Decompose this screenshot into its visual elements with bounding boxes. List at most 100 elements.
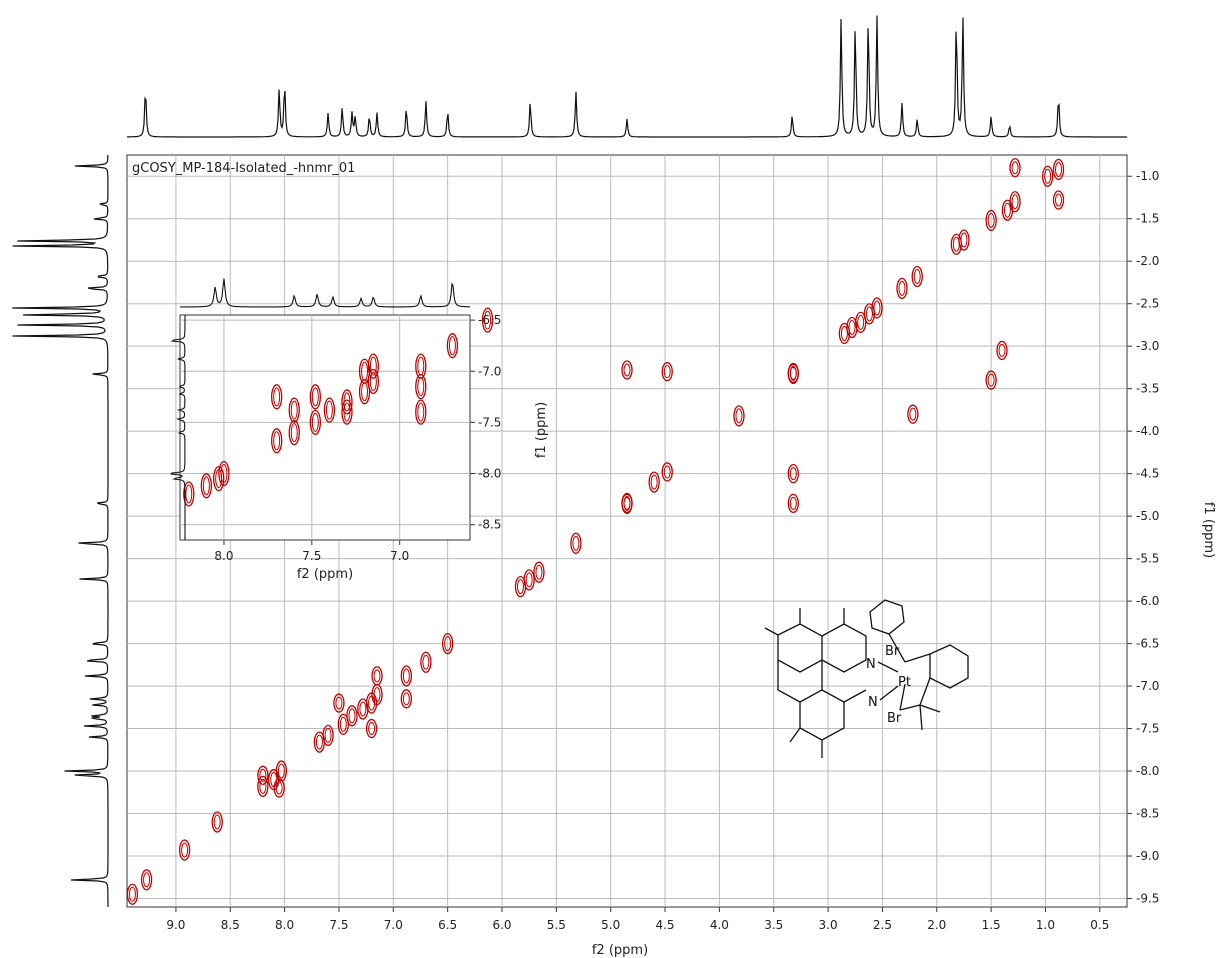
x-tick-label: 6.0 bbox=[492, 918, 511, 932]
inset-peak bbox=[367, 353, 379, 379]
inset-y-tick-label: -7.0 bbox=[478, 364, 501, 378]
diagonal-peak-inner bbox=[422, 654, 430, 670]
inset-y-tick-label: -8.0 bbox=[478, 467, 501, 481]
diagonal-peak-inner bbox=[987, 212, 995, 228]
chart-title: gCOSY_MP-184-Isolated_-hnmr_01 bbox=[132, 161, 355, 176]
cross-peak bbox=[1052, 190, 1065, 210]
diagonal-peak bbox=[733, 405, 745, 427]
diagonal-peak bbox=[838, 322, 851, 345]
cross-peak bbox=[621, 360, 633, 380]
diagonal-peak-inner bbox=[277, 763, 285, 779]
y-tick-label: -2.0 bbox=[1136, 254, 1159, 268]
inset-y-tick-label: -6.5 bbox=[478, 313, 501, 327]
diagonal-peak-inner bbox=[1044, 168, 1052, 184]
y-tick-label: -4.0 bbox=[1136, 424, 1159, 438]
cross-peak bbox=[1009, 158, 1021, 178]
inset-peak bbox=[288, 397, 300, 423]
diagonal-peak bbox=[871, 297, 883, 319]
inset-peak-inner bbox=[311, 412, 319, 432]
diagonal-peak bbox=[570, 532, 582, 554]
diagonal-peak bbox=[126, 883, 139, 905]
x-tick-label: 3.5 bbox=[764, 918, 783, 932]
x-tick-label: 7.5 bbox=[329, 918, 348, 932]
inset-peak-inner bbox=[290, 423, 298, 443]
inset-peak-inner bbox=[417, 402, 425, 422]
x-tick-label: 8.0 bbox=[275, 918, 294, 932]
inset-x-tick-label: 8.0 bbox=[214, 549, 233, 563]
cross-peak bbox=[661, 362, 673, 382]
cross-peaks bbox=[257, 158, 1065, 798]
cross-peak-inner bbox=[789, 467, 797, 481]
main-plot: gCOSY_MP-184-Isolated_-hnmr_01 9.0 8.5 8.0… bbox=[126, 154, 1216, 958]
inset-peak-inner bbox=[311, 387, 319, 407]
diagonal-peak-inner bbox=[1003, 202, 1011, 218]
diagonal-peak-inner bbox=[1011, 194, 1019, 210]
cross-peak bbox=[400, 689, 412, 709]
inset-peak bbox=[481, 307, 494, 333]
x-tick-label: 7.0 bbox=[384, 918, 403, 932]
diagonal-peak bbox=[985, 209, 997, 232]
y-tick-label: -6.5 bbox=[1136, 637, 1159, 651]
cross-peak-inner bbox=[335, 696, 343, 710]
x-tick-label: 5.0 bbox=[601, 918, 620, 932]
inset-peak bbox=[415, 399, 427, 425]
cross-peak bbox=[661, 462, 673, 482]
y-tick-label: -1.0 bbox=[1136, 169, 1159, 183]
diagonal-peak-inner bbox=[181, 842, 189, 858]
inset-peak bbox=[288, 419, 300, 446]
inset-peak-inner bbox=[185, 484, 193, 504]
cross-peak bbox=[787, 363, 799, 384]
inset-frame bbox=[179, 314, 471, 541]
atom-n1: N bbox=[866, 657, 876, 672]
diagonal-peak-inner bbox=[873, 300, 881, 316]
diagonal-peak bbox=[863, 303, 876, 325]
diagonal-peak-inner bbox=[444, 636, 452, 652]
inset-peak-inner bbox=[484, 310, 492, 330]
inset-peak-inner bbox=[273, 387, 281, 407]
diagonal-peak-inner bbox=[525, 572, 533, 588]
diagonal-peak bbox=[346, 705, 358, 727]
y-tick-label: -3.0 bbox=[1136, 339, 1159, 353]
inset-grid bbox=[180, 315, 470, 540]
inset-y-label: f1 (ppm) bbox=[534, 402, 549, 458]
diagonal-peak bbox=[337, 713, 349, 735]
diagonal-peak-inner bbox=[324, 727, 332, 743]
cross-peak bbox=[273, 778, 285, 798]
diagonal-peak bbox=[211, 811, 223, 833]
diagonal-peak-inner bbox=[960, 232, 968, 248]
y-tick-label: -2.5 bbox=[1136, 297, 1159, 311]
diagonal-peak-inner bbox=[339, 716, 347, 732]
inset-peak bbox=[200, 473, 213, 499]
inset-peak bbox=[358, 379, 371, 405]
y-tick-label: -4.5 bbox=[1136, 467, 1159, 481]
inset-peak-inner bbox=[448, 336, 456, 356]
diagonal-peak bbox=[523, 569, 535, 591]
y-tick-label: -8.0 bbox=[1136, 764, 1159, 778]
x-tick-label: 2.0 bbox=[927, 918, 946, 932]
molecule-labels: N N Br Br Pt bbox=[866, 644, 911, 726]
diagonal-peak-inner bbox=[572, 535, 580, 551]
inset-x-tick-label: 7.5 bbox=[302, 549, 321, 563]
f1-projection bbox=[12, 154, 109, 907]
diagonal-peak bbox=[958, 229, 970, 251]
atom-n2: N bbox=[868, 695, 878, 710]
x-tick-label: 4.0 bbox=[710, 918, 729, 932]
inset-peak-inner bbox=[369, 371, 377, 391]
cross-peak-inner bbox=[789, 366, 797, 380]
inset-peak bbox=[271, 384, 283, 410]
inset-y-tick-label: -8.5 bbox=[478, 518, 501, 532]
cross-peak-inner bbox=[1055, 193, 1063, 207]
x-axis-label: f2 (ppm) bbox=[592, 943, 648, 958]
inset-peak bbox=[309, 409, 321, 436]
x-tick-label: 9.0 bbox=[166, 918, 185, 932]
x-tick-label: 8.5 bbox=[221, 918, 240, 932]
diagonal-peak bbox=[420, 651, 432, 673]
diagonal-peak bbox=[855, 311, 867, 334]
inset-peak-inner bbox=[369, 356, 377, 376]
diagonal-peak bbox=[533, 561, 545, 583]
cross-peak-inner bbox=[998, 343, 1006, 357]
diagonal-peak bbox=[442, 632, 454, 655]
diagonal-peak bbox=[400, 665, 412, 687]
atom-pt: Pt bbox=[898, 675, 911, 690]
